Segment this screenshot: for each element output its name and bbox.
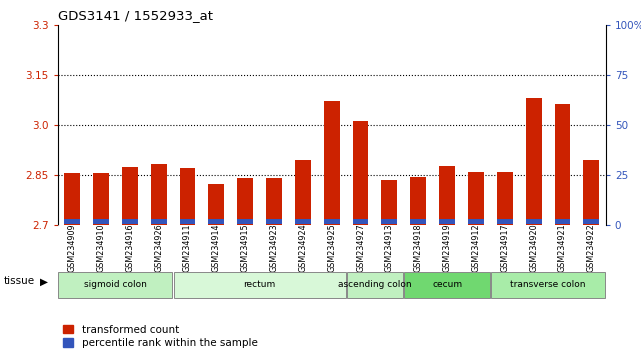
Bar xyxy=(526,219,542,224)
Bar xyxy=(93,173,109,225)
Text: ▶: ▶ xyxy=(40,276,47,286)
Text: GSM234924: GSM234924 xyxy=(298,223,308,272)
Text: GSM234910: GSM234910 xyxy=(96,223,106,272)
Bar xyxy=(353,121,369,225)
Bar xyxy=(468,172,484,225)
FancyBboxPatch shape xyxy=(491,272,605,298)
Text: GSM234927: GSM234927 xyxy=(356,223,365,272)
Bar xyxy=(468,219,484,224)
Bar xyxy=(497,172,513,225)
Bar xyxy=(237,219,253,224)
Bar xyxy=(353,219,369,224)
Bar xyxy=(266,219,282,224)
Text: GSM234926: GSM234926 xyxy=(154,223,163,272)
Bar xyxy=(381,219,397,224)
Bar xyxy=(266,178,282,225)
Text: tissue: tissue xyxy=(3,276,35,286)
Text: GSM234919: GSM234919 xyxy=(442,223,452,272)
Bar xyxy=(151,164,167,225)
Bar xyxy=(122,167,138,225)
Text: GSM234917: GSM234917 xyxy=(500,223,510,272)
Text: transverse colon: transverse colon xyxy=(510,280,586,289)
Text: GSM234921: GSM234921 xyxy=(558,223,567,272)
Text: cecum: cecum xyxy=(432,280,462,289)
Text: GSM234916: GSM234916 xyxy=(125,223,135,272)
Bar xyxy=(583,219,599,224)
Bar xyxy=(179,219,196,224)
Text: GSM234911: GSM234911 xyxy=(183,223,192,272)
Bar xyxy=(295,160,311,225)
FancyBboxPatch shape xyxy=(404,272,490,298)
Text: GSM234923: GSM234923 xyxy=(269,223,279,272)
Bar xyxy=(439,166,455,225)
Bar xyxy=(237,178,253,225)
Text: ascending colon: ascending colon xyxy=(338,280,412,289)
Bar xyxy=(179,168,196,225)
Text: GSM234922: GSM234922 xyxy=(587,223,596,272)
Text: GSM234909: GSM234909 xyxy=(67,223,77,272)
Bar xyxy=(122,219,138,224)
FancyBboxPatch shape xyxy=(58,272,172,298)
Text: GSM234912: GSM234912 xyxy=(471,223,481,272)
Text: GDS3141 / 1552933_at: GDS3141 / 1552933_at xyxy=(58,9,213,22)
Legend: transformed count, percentile rank within the sample: transformed count, percentile rank withi… xyxy=(63,325,258,348)
Bar xyxy=(93,219,109,224)
Text: rectum: rectum xyxy=(244,280,276,289)
Bar xyxy=(583,160,599,225)
Bar xyxy=(381,180,397,225)
Bar xyxy=(497,219,513,224)
Bar xyxy=(64,173,80,225)
FancyBboxPatch shape xyxy=(174,272,345,298)
Bar xyxy=(439,219,455,224)
Bar xyxy=(64,219,80,224)
Bar xyxy=(554,219,570,224)
Text: GSM234913: GSM234913 xyxy=(385,223,394,272)
Text: GSM234920: GSM234920 xyxy=(529,223,538,272)
Bar xyxy=(410,219,426,224)
Text: sigmoid colon: sigmoid colon xyxy=(84,280,147,289)
Text: GSM234918: GSM234918 xyxy=(413,223,423,272)
Bar xyxy=(295,219,311,224)
Bar xyxy=(554,104,570,225)
Bar xyxy=(324,101,340,225)
Bar xyxy=(324,219,340,224)
Bar xyxy=(410,177,426,225)
Bar xyxy=(208,219,224,224)
Text: GSM234915: GSM234915 xyxy=(240,223,250,272)
Text: GSM234914: GSM234914 xyxy=(212,223,221,272)
Bar xyxy=(151,219,167,224)
Text: GSM234925: GSM234925 xyxy=(327,223,337,272)
FancyBboxPatch shape xyxy=(347,272,403,298)
Bar xyxy=(526,98,542,225)
Bar xyxy=(208,184,224,225)
